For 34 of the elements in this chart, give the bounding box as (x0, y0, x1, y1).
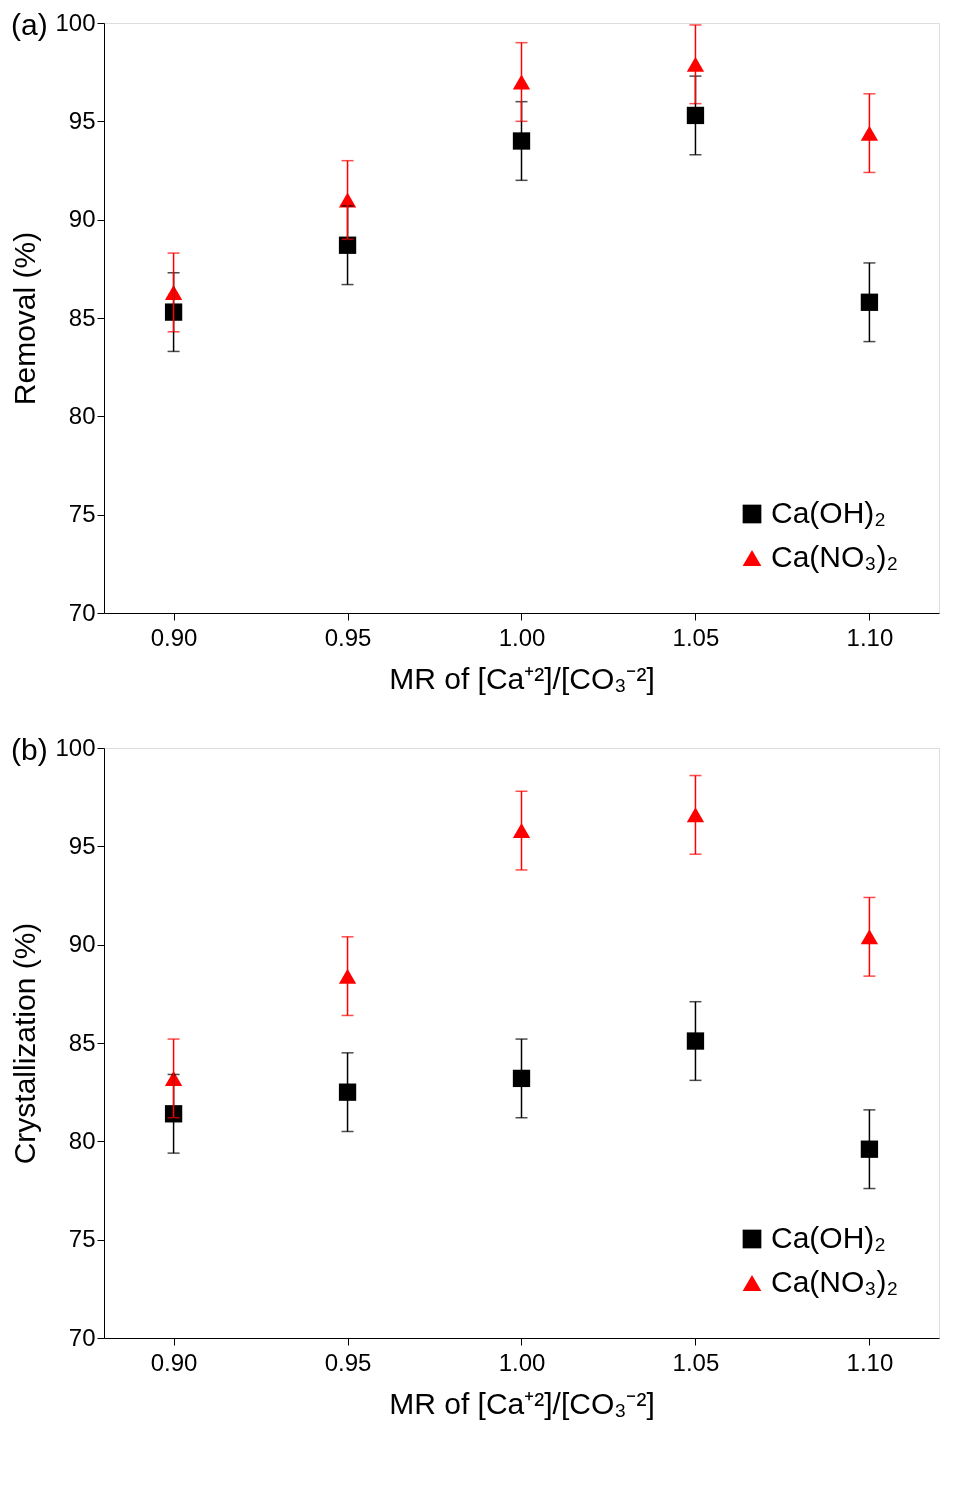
y-tick-label: 70 (68, 1323, 96, 1351)
x-tick-label: 0.95 (324, 623, 372, 651)
x-axis-title: MR of [Ca⁺²]/[CO₃⁻²] (389, 661, 655, 695)
y-tick-label: 80 (68, 1126, 96, 1154)
y-tick-label: 100 (55, 733, 96, 761)
y-tick-label: 90 (68, 205, 96, 233)
legend-label: Ca(NO₃)₂ (771, 1265, 899, 1298)
x-tick-label: 1.00 (498, 623, 546, 651)
legend-label: Ca(OH)₂ (771, 1221, 886, 1254)
y-tick-label: 70 (68, 598, 96, 626)
y-tick-label: 95 (68, 831, 96, 859)
y-tick-label: 75 (68, 500, 96, 528)
y-tick-label: 75 (68, 1225, 96, 1253)
y-tick-label: 95 (68, 106, 96, 134)
y-tick-label: 80 (68, 401, 96, 429)
y-tick-label: 85 (68, 303, 96, 331)
x-tick-label: 1.05 (672, 623, 720, 651)
x-tick-label: 0.90 (150, 1348, 198, 1376)
y-axis-title: Removal (%) (8, 231, 42, 406)
x-tick-label: 1.00 (498, 1348, 546, 1376)
x-tick-label: 1.05 (672, 1348, 720, 1376)
x-tick-label: 1.10 (846, 623, 894, 651)
y-axis-title: Crystallization (%) (8, 922, 42, 1165)
y-tick-label: 85 (68, 1028, 96, 1056)
y-tick-label: 90 (68, 930, 96, 958)
chart-title: (b) (10, 733, 48, 766)
y-tick-label: 100 (55, 8, 96, 36)
x-axis-title: MR of [Ca⁺²]/[CO₃⁻²] (389, 1386, 655, 1420)
chart-title: (a) (10, 8, 48, 41)
x-tick-label: 0.95 (324, 1348, 372, 1376)
x-tick-label: 1.10 (846, 1348, 894, 1376)
legend-label: Ca(OH)₂ (771, 496, 886, 529)
legend-label: Ca(NO₃)₂ (771, 540, 899, 573)
x-tick-label: 0.90 (150, 623, 198, 651)
